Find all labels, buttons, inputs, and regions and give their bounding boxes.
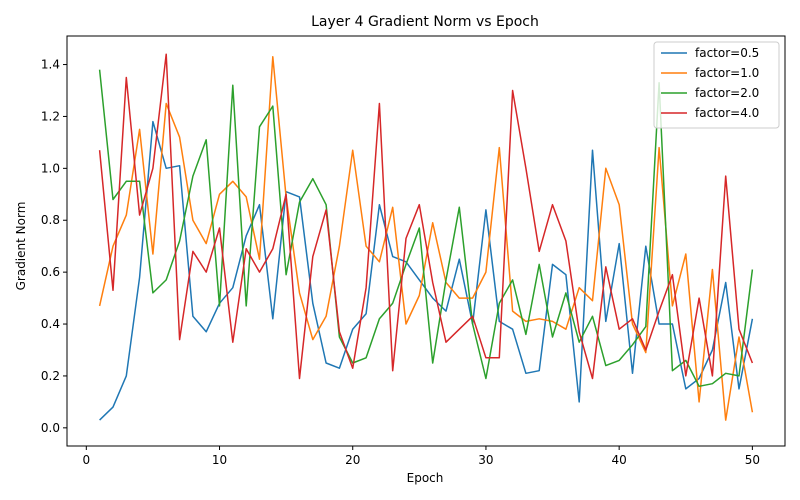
x-axis-title: Epoch	[407, 471, 444, 485]
y-tick-label: 1.4	[41, 58, 60, 72]
legend-label-0: factor=0.5	[695, 46, 759, 60]
x-tick-label: 30	[478, 453, 493, 467]
chart-title: Layer 4 Gradient Norm vs Epoch	[311, 14, 539, 30]
x-tick-label: 40	[612, 453, 627, 467]
y-tick-label: 0.2	[41, 369, 60, 383]
series-line-2	[98, 69, 754, 388]
series-line-1	[98, 56, 754, 421]
x-tick-label: 0	[82, 453, 90, 467]
x-tick-label: 10	[212, 453, 227, 467]
y-tick-label: 0.0	[41, 421, 60, 435]
y-axis-title: Gradient Norm	[14, 202, 28, 291]
series-line-3	[98, 53, 754, 380]
legend-label-2: factor=2.0	[695, 86, 759, 100]
axes-frame	[66, 35, 786, 447]
plot-area: 0 10 20 30 40 50 0.0 0.2 0.4 0.6 0.8 1.0 1.2 1.4 facto…	[41, 35, 786, 467]
y-tick-label: 1.0	[41, 161, 60, 175]
legend-label-3: factor=4.0	[695, 106, 759, 120]
legend-label-1: factor=1.0	[695, 66, 759, 80]
y-tick-label: 0.6	[41, 265, 60, 279]
x-tick-label: 20	[345, 453, 360, 467]
y-tick-label: 0.8	[41, 213, 60, 227]
legend-box	[653, 41, 780, 129]
x-tick-label: 50	[745, 453, 760, 467]
y-tick-label: 0.4	[41, 317, 60, 331]
y-tick-label: 1.2	[41, 109, 60, 123]
